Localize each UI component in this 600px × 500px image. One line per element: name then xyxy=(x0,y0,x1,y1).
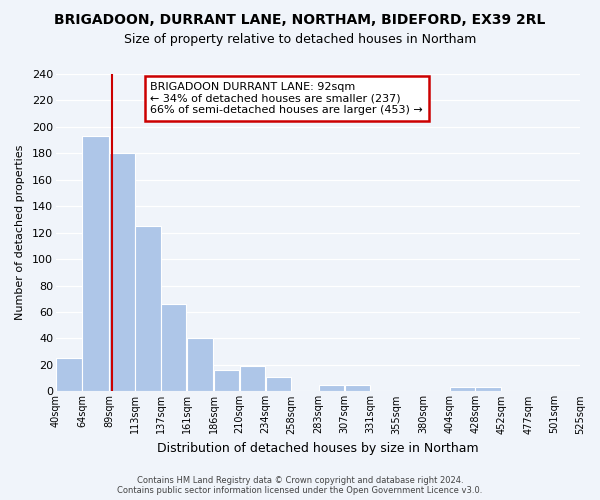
Bar xyxy=(345,385,370,392)
Bar xyxy=(214,370,239,392)
X-axis label: Distribution of detached houses by size in Northam: Distribution of detached houses by size … xyxy=(157,442,479,455)
Y-axis label: Number of detached properties: Number of detached properties xyxy=(15,145,25,320)
Bar xyxy=(319,385,344,392)
Bar xyxy=(240,366,265,392)
Text: BRIGADOON DURRANT LANE: 92sqm
← 34% of detached houses are smaller (237)
66% of : BRIGADOON DURRANT LANE: 92sqm ← 34% of d… xyxy=(150,82,423,115)
Bar xyxy=(56,358,82,392)
Bar xyxy=(82,136,109,392)
Bar xyxy=(109,154,134,392)
Text: Contains HM Land Registry data © Crown copyright and database right 2024.
Contai: Contains HM Land Registry data © Crown c… xyxy=(118,476,482,495)
Bar xyxy=(135,226,161,392)
Text: BRIGADOON, DURRANT LANE, NORTHAM, BIDEFORD, EX39 2RL: BRIGADOON, DURRANT LANE, NORTHAM, BIDEFO… xyxy=(55,12,545,26)
Bar xyxy=(161,304,187,392)
Bar xyxy=(449,388,475,392)
Bar xyxy=(187,338,214,392)
Bar xyxy=(266,377,291,392)
Text: Size of property relative to detached houses in Northam: Size of property relative to detached ho… xyxy=(124,32,476,46)
Bar xyxy=(475,388,501,392)
